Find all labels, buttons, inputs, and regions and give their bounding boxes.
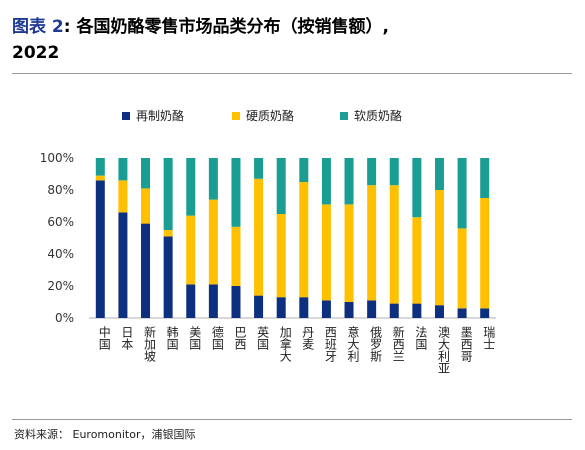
bar-segment: [254, 295, 264, 318]
legend-swatch: [122, 112, 130, 120]
bar-segment: [344, 302, 354, 318]
bar-segment: [276, 297, 286, 318]
stacked-bar-chart: 0% 20% 40% 60% 80% 100% 中国 日本 新加坡 韩国 美国 德国 巴西 英国 加拿大 丹麦…: [40, 108, 496, 374]
bar-segment: [231, 158, 241, 227]
x-category-label: 韩国: [165, 325, 179, 350]
bar-segment: [95, 158, 105, 176]
bar-segment: [141, 158, 151, 189]
bar-segment: [208, 284, 218, 318]
bar-segment: [163, 230, 173, 237]
bar-segment: [344, 204, 354, 302]
bar-segment: [412, 303, 422, 318]
bar-segment: [141, 188, 151, 224]
figure-label: 图表 2: [12, 17, 64, 37]
x-category-label: 日本: [120, 326, 134, 351]
bar-segment: [412, 217, 422, 304]
bar-segment: [367, 185, 377, 301]
bar-segment: [389, 303, 399, 318]
x-category-label: 澳大利亚: [436, 326, 450, 374]
bar-segment: [480, 308, 490, 318]
bar-segment: [254, 178, 264, 296]
bar-segment: [367, 158, 377, 186]
bar-segment: [254, 158, 264, 179]
bar-segment: [434, 158, 444, 190]
bar-segment: [434, 305, 444, 318]
x-category-label: 新西兰: [391, 325, 405, 362]
chart-title: 图表 2: 各国奶酪零售市场品类分布（按销售额）,: [12, 16, 572, 38]
y-tick-label: 100%: [40, 151, 74, 165]
bar-segment: [95, 175, 105, 181]
y-tick-label: 80%: [47, 183, 74, 197]
x-category-label: 墨西哥: [459, 326, 473, 362]
bar-segment: [480, 158, 490, 198]
x-category-label: 中国: [97, 325, 111, 350]
bar-segment: [321, 204, 331, 301]
bar-segment: [457, 158, 467, 229]
bar-segment: [95, 180, 105, 318]
bar-segment: [321, 158, 331, 205]
bar-segment: [118, 180, 128, 213]
y-tick-label: 60%: [47, 215, 74, 229]
bar-segment: [457, 228, 467, 309]
legend-swatch: [232, 112, 240, 120]
x-category-label: 英国: [256, 326, 270, 350]
title-divider: [12, 73, 572, 74]
bar-segment: [457, 308, 467, 318]
title-block: 图表 2: 各国奶酪零售市场品类分布（按销售额）, 2022: [12, 16, 572, 64]
x-category-label: 俄罗斯: [369, 326, 383, 363]
bar-segment: [163, 158, 173, 230]
bar-segment: [231, 286, 241, 318]
bar-segment: [480, 198, 490, 309]
legend-label: 硬质奶酪: [246, 108, 294, 123]
x-category-label: 瑞士: [482, 326, 496, 350]
x-category-label: 新加坡: [143, 325, 157, 362]
title-text: : 各国奶酪零售市场品类分布（按销售额）,: [63, 17, 389, 37]
bar-segment: [299, 158, 309, 182]
bar-segment: [118, 158, 128, 181]
legend-label: 软质奶酪: [354, 108, 402, 123]
x-category-label: 巴西: [233, 326, 247, 350]
bar-segment: [299, 182, 309, 298]
x-category-label: 加拿大: [278, 326, 292, 362]
bar-segment: [389, 158, 399, 186]
x-category-label: 西班牙: [323, 326, 337, 362]
y-tick-label: 40%: [47, 247, 74, 261]
x-category-label: 法国: [414, 326, 428, 350]
legend-swatch: [340, 112, 348, 120]
bar-segment: [299, 297, 309, 318]
bar-segment: [118, 212, 128, 318]
y-tick-label: 0%: [55, 311, 74, 325]
source-note: 资料来源： Euromonitor，浦银国际: [14, 428, 196, 441]
bar-segment: [208, 199, 218, 285]
bar-segment: [321, 300, 331, 318]
bar-segment: [389, 185, 399, 304]
bar-segment: [186, 284, 196, 318]
x-category-label: 意大利: [346, 325, 360, 362]
bar-segment: [186, 158, 196, 216]
bar-segment: [344, 158, 354, 205]
bar-segment: [186, 215, 196, 285]
bar-segment: [231, 226, 241, 286]
x-category-label: 德国: [210, 325, 224, 350]
bar-segment: [208, 158, 218, 200]
bar-segment: [367, 300, 377, 318]
bar-segment: [276, 158, 286, 214]
legend-label: 再制奶酪: [136, 108, 184, 123]
bar-segment: [141, 223, 151, 318]
x-category-label: 美国: [188, 326, 202, 350]
bar-segment: [412, 158, 422, 218]
title-year: 2022: [12, 43, 60, 63]
y-tick-label: 20%: [47, 279, 74, 293]
x-category-label: 丹麦: [301, 326, 315, 351]
bar-segment: [163, 236, 173, 318]
bar-segment: [276, 214, 286, 298]
footer-divider: [12, 419, 572, 420]
bar-segment: [434, 190, 444, 306]
